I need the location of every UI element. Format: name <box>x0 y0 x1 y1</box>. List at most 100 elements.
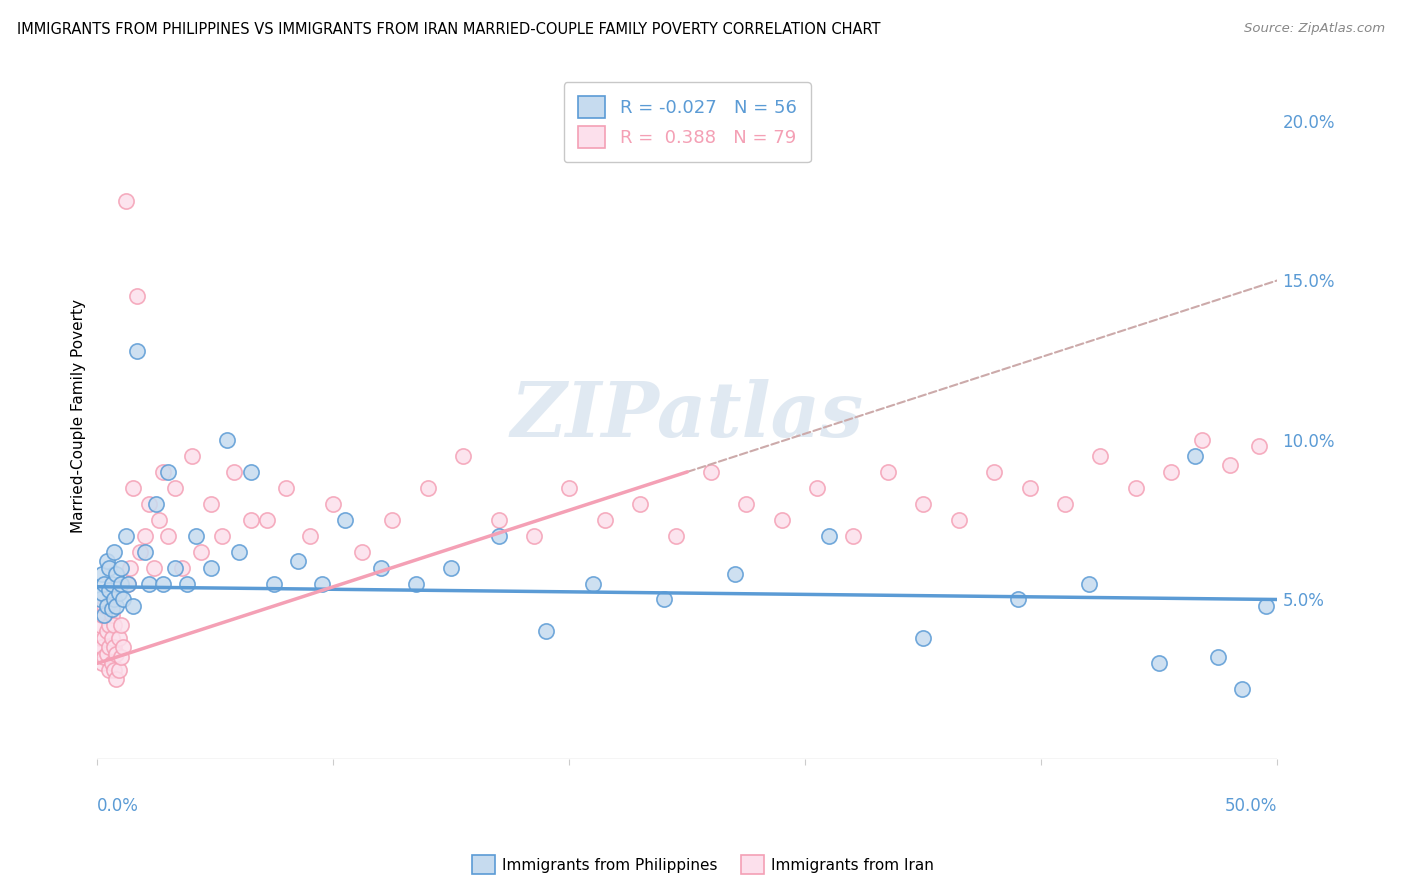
Point <box>172 560 194 574</box>
Point <box>100 657 122 671</box>
Point <box>256 513 278 527</box>
Point <box>165 481 187 495</box>
Point <box>416 481 439 495</box>
Point <box>96 599 118 613</box>
Point <box>96 647 118 661</box>
Point <box>263 576 285 591</box>
Point <box>152 576 174 591</box>
Point <box>110 576 132 591</box>
Point <box>1191 433 1213 447</box>
Legend: R = -0.027   N = 56, R =  0.388   N = 79: R = -0.027 N = 56, R = 0.388 N = 79 <box>564 82 811 162</box>
Point <box>664 529 686 543</box>
Point <box>582 576 605 591</box>
Point <box>138 576 160 591</box>
Point <box>877 465 900 479</box>
Point <box>200 497 222 511</box>
Point <box>105 566 128 581</box>
Point <box>1247 439 1270 453</box>
Point <box>350 544 373 558</box>
Point <box>276 481 298 495</box>
Point <box>96 599 118 613</box>
Point <box>91 566 114 581</box>
Point <box>93 608 115 623</box>
Point <box>211 529 233 543</box>
Point <box>100 576 122 591</box>
Point <box>1254 599 1277 613</box>
Point <box>1149 657 1171 671</box>
Point <box>1007 592 1029 607</box>
Point <box>105 599 128 613</box>
Point <box>134 544 156 558</box>
Point <box>1053 497 1076 511</box>
Point <box>912 497 935 511</box>
Point <box>128 544 150 558</box>
Point <box>143 560 166 574</box>
Point <box>912 631 935 645</box>
Point <box>723 566 745 581</box>
Point <box>228 544 250 558</box>
Point <box>534 624 557 639</box>
Point <box>105 673 128 687</box>
Point <box>770 513 793 527</box>
Point <box>165 560 187 574</box>
Point <box>127 343 149 358</box>
Point <box>200 560 222 574</box>
Point <box>91 608 114 623</box>
Point <box>112 640 135 655</box>
Point <box>98 582 121 597</box>
Point <box>117 576 139 591</box>
Point <box>628 497 651 511</box>
Point <box>190 544 212 558</box>
Point <box>1125 481 1147 495</box>
Point <box>89 592 111 607</box>
Point <box>145 497 167 511</box>
Point <box>700 465 723 479</box>
Point <box>239 465 262 479</box>
Point <box>370 560 392 574</box>
Point <box>134 529 156 543</box>
Legend: Immigrants from Philippines, Immigrants from Iran: Immigrants from Philippines, Immigrants … <box>465 849 941 880</box>
Point <box>91 640 114 655</box>
Point <box>107 586 129 600</box>
Point <box>107 663 129 677</box>
Point <box>311 576 333 591</box>
Point <box>1184 449 1206 463</box>
Point <box>806 481 828 495</box>
Point <box>98 560 121 574</box>
Point <box>948 513 970 527</box>
Text: ZIPatlas: ZIPatlas <box>510 379 863 453</box>
Point <box>818 529 841 543</box>
Point <box>103 592 125 607</box>
Point <box>186 529 208 543</box>
Point <box>110 560 132 574</box>
Point <box>176 576 198 591</box>
Point <box>110 649 132 664</box>
Point <box>239 513 262 527</box>
Point <box>98 663 121 677</box>
Point <box>105 647 128 661</box>
Point <box>93 576 115 591</box>
Point <box>180 449 202 463</box>
Point <box>593 513 616 527</box>
Point <box>1219 458 1241 473</box>
Point <box>298 529 321 543</box>
Point <box>103 640 125 655</box>
Point <box>91 657 114 671</box>
Point <box>103 544 125 558</box>
Point <box>127 289 149 303</box>
Point <box>89 640 111 655</box>
Point <box>1077 576 1099 591</box>
Point <box>558 481 581 495</box>
Point <box>287 554 309 568</box>
Point <box>841 529 863 543</box>
Point <box>93 599 115 613</box>
Point <box>91 586 114 600</box>
Point <box>148 513 170 527</box>
Point <box>100 608 122 623</box>
Point <box>322 497 344 511</box>
Point <box>121 481 143 495</box>
Point <box>405 576 427 591</box>
Point <box>114 529 136 543</box>
Point <box>983 465 1005 479</box>
Point <box>107 631 129 645</box>
